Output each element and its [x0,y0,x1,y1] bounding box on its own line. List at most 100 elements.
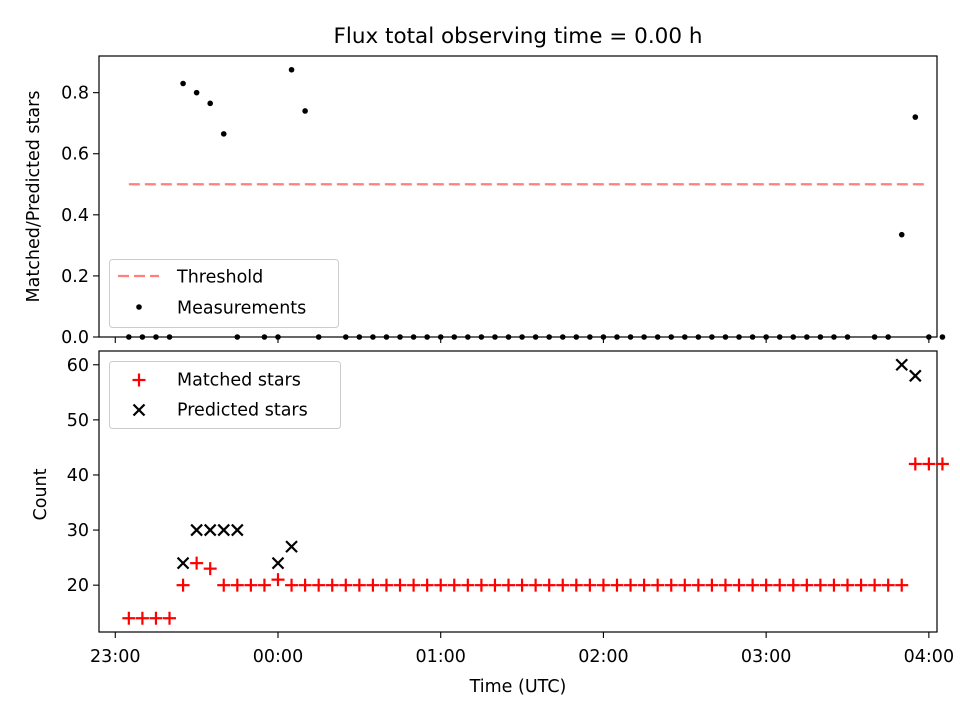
measurement-point [153,334,159,340]
measurement-point [641,334,647,340]
measurement-point [749,334,756,340]
bottom-axes-frame [98,350,938,633]
matched-star-point [325,578,339,592]
matched-star-point [149,611,163,625]
predicted-star-point [190,523,203,537]
matched-star-point [881,578,895,592]
measurement-point [627,334,634,340]
measurement-point [587,334,593,340]
top-ytick-label: 0.2 [61,267,89,287]
measurement-point [600,334,607,340]
matched-star-point [773,578,787,592]
measurement-point [722,334,729,340]
top-ylabel: Matched/Predicted stars [24,91,44,303]
matched-star-point [393,578,407,592]
measurement-point [342,334,349,340]
predicted-star-point [231,523,244,537]
top-legend: Threshold Measurements [109,259,339,328]
matched-star-point [935,457,949,471]
top-yticks: 0.0 0.2 0.4 0.6 0.8 [61,84,99,348]
measurement-point [898,231,905,238]
matched-star-point [298,578,312,592]
measurement-point [709,334,715,340]
matched-star-point [583,578,597,592]
matched-star-point [312,578,326,592]
legend-predicted-marker [132,403,146,417]
matched-star-point [230,578,244,592]
bottom-legend-box [109,361,341,429]
matched-star-point [624,578,638,592]
measurement-point [912,114,919,120]
predicted-star-point [271,556,285,570]
measurement-point [275,334,281,340]
matched-star-point [746,578,760,592]
bottom-ytick-label: 20 [67,576,89,596]
measurement-point [288,66,295,73]
measurement-point [478,334,485,340]
top-ytick-label: 0.8 [61,84,89,104]
measurement-point [519,334,525,340]
matched-star-point [190,556,204,570]
measurement-point [831,334,837,340]
matched-star-point [434,578,448,592]
matched-star-point [339,578,353,592]
legend-predicted-label: Predicted stars [177,401,308,421]
measurement-point [695,334,702,340]
measurement-point [234,334,241,340]
matched-star-point [854,578,868,592]
bottom-ylabel: Count [31,468,51,520]
bottom-panel: 20 30 40 50 60 23:00 00:00 01:00 02:00 03:00 04:0… [31,350,954,697]
predicted-star-point [285,540,298,553]
predicted-star-point [895,358,909,372]
matched-star-point [759,578,773,592]
measurement-point [207,100,213,107]
measurement-point [885,334,891,340]
measurement-point [383,334,390,340]
matched-star-point [637,578,651,592]
matched-star-point [542,578,556,592]
measurement-point [790,334,797,340]
bottom-xtick-label: 01:00 [415,647,465,667]
measurement-point [817,334,824,340]
matched-star-point [732,578,746,592]
measurement-point [410,334,417,340]
measurement-point [871,334,878,340]
matched-star-point [556,578,570,592]
matched-star-point [705,578,719,592]
measurement-point [939,334,946,340]
top-ytick-label: 0.0 [61,328,89,348]
measurement-point [654,334,661,340]
measurement-point [492,334,498,340]
legend-measurements-label: Measurements [177,299,306,319]
matched-star-point [244,578,258,592]
matched-star-point [379,578,393,592]
legend-predicted-swatch [132,403,146,417]
bottom-xtick-label: 00:00 [253,647,303,667]
measurement-point [424,334,430,340]
measurement-point [139,334,146,340]
legend-measurements-swatch [136,304,142,310]
measurement-point [126,334,132,340]
bottom-xtick-label: 03:00 [741,647,791,667]
chart-title: Flux total observing time = 0.00 h [334,24,703,49]
measurement-point [776,334,783,340]
measurement-point [926,334,932,340]
matched-star-point [596,578,610,592]
bottom-ytick-label: 60 [67,356,89,376]
measurement-point [180,80,186,87]
bottom-xtick-label: 23:00 [90,647,140,667]
bottom-xlabel: Time (UTC) [469,677,567,697]
measurement-point [668,334,675,340]
matched-star-point [217,578,231,592]
matched-star-point [474,578,488,592]
matched-star-point [841,578,855,592]
measurement-point [451,334,458,340]
matched-star-point [515,578,529,592]
matched-star-point [122,611,136,625]
matched-star-point [718,578,732,592]
bottom-xtick-label: 04:00 [904,647,954,667]
legend-threshold-label: Threshold [176,268,263,288]
measurement-point [465,334,471,340]
legend-matched-label: Matched stars [177,371,301,391]
